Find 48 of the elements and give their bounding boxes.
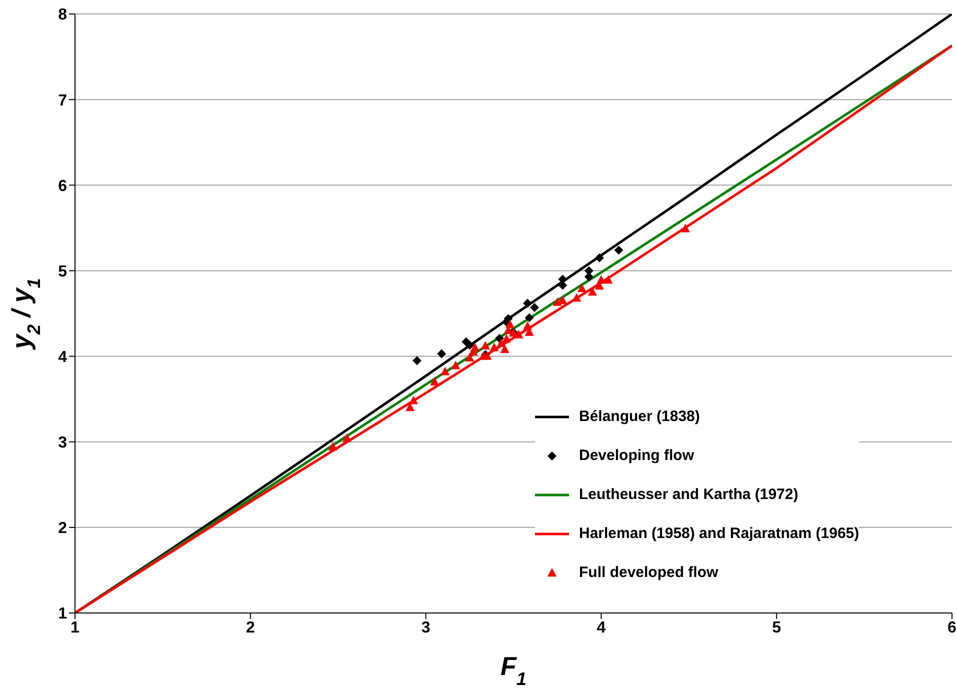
x-tick-label: 4: [596, 619, 606, 636]
point: [440, 366, 450, 376]
x-tick-label: 1: [70, 619, 80, 636]
point: [523, 321, 532, 330]
point: [490, 342, 499, 352]
point: [614, 246, 624, 255]
y-tick-label: 2: [58, 520, 68, 538]
y-tick-label: 8: [58, 6, 68, 24]
y-tick-label: 4: [58, 348, 68, 366]
legend-label: Developing flow: [579, 447, 694, 464]
point: [502, 334, 511, 343]
point: [530, 303, 540, 312]
point: [524, 313, 534, 322]
point: [342, 433, 352, 442]
legend-label: Harleman (1958) and Rajaratnam (1965): [579, 525, 860, 542]
point: [577, 284, 586, 292]
x-tick-label: 6: [948, 619, 957, 636]
point: [596, 275, 606, 284]
point: [496, 338, 506, 347]
y-tick-label: 6: [58, 178, 68, 195]
x-tick-label: 5: [772, 619, 782, 636]
y-tick-label: 7: [58, 92, 68, 110]
point: [604, 275, 613, 284]
point: [680, 224, 690, 232]
point: [470, 342, 480, 352]
point: [552, 297, 562, 306]
legend-label: Bélanguer (1838): [579, 408, 700, 425]
point: [480, 341, 490, 350]
x-tick-label: 2: [246, 619, 255, 636]
point: [594, 253, 604, 262]
point: [514, 330, 524, 338]
point: [451, 360, 460, 370]
x-tick-label: 3: [421, 619, 430, 636]
point: [430, 376, 440, 386]
legend-label: Full developed flow: [579, 564, 718, 581]
y-tick-label: 5: [58, 263, 68, 280]
point: [500, 344, 510, 353]
point: [412, 356, 422, 366]
point: [328, 442, 338, 450]
legend-label: Leutheusser and Kartha (1972): [579, 486, 798, 503]
point: [572, 293, 582, 302]
point: [465, 352, 474, 362]
x-axis-title: F$_{1}$: [500, 651, 527, 689]
y-tick-label: 3: [58, 434, 68, 452]
point: [505, 320, 514, 328]
point: [437, 349, 446, 358]
y-tick-label: 1: [58, 606, 68, 623]
point: [465, 340, 474, 350]
